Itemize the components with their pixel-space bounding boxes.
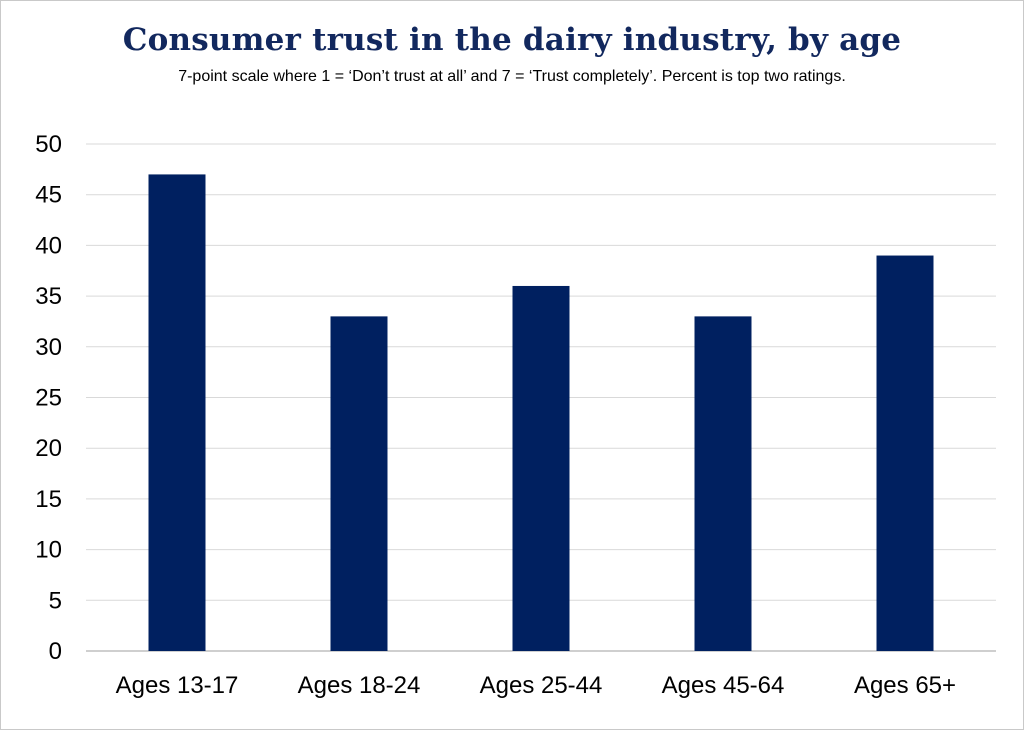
bar-ages-25-44: [512, 285, 570, 651]
y-tick-label: 5: [49, 587, 62, 614]
x-category-label: Ages 18-24: [298, 672, 421, 699]
y-tick-label: 50: [35, 131, 62, 158]
y-tick-label: 45: [35, 182, 62, 209]
y-axis-ticks: 0 5 10 15 20 25 30 35 40 45 50: [35, 131, 62, 665]
y-tick-label: 10: [35, 537, 62, 564]
y-tick-label: 40: [35, 232, 62, 259]
chart-title: Consumer trust in the dairy industry, by…: [122, 22, 902, 58]
bar-ages-18-24: [330, 316, 388, 651]
y-tick-label: 25: [35, 385, 62, 412]
y-tick-label: 0: [49, 638, 62, 665]
y-tick-label: 20: [35, 435, 62, 462]
y-tick-label: 15: [35, 486, 62, 513]
y-tick-label: 30: [35, 334, 62, 361]
bar-ages-45-64: [694, 316, 752, 651]
bars: [148, 174, 934, 652]
x-axis-labels: Ages 13-17 Ages 18-24 Ages 25-44 Ages 45-64…: [116, 672, 956, 699]
bar-ages-65-: [876, 255, 934, 652]
x-category-label: Ages 65+: [854, 672, 956, 699]
bar-ages-13-17: [148, 174, 206, 652]
chart-subtitle: 7-point scale where 1 = ‘Don’t trust at …: [178, 68, 846, 85]
x-category-label: Ages 45-64: [662, 672, 785, 699]
y-tick-label: 35: [35, 283, 62, 310]
x-category-label: Ages 25-44: [480, 672, 603, 699]
x-category-label: Ages 13-17: [116, 672, 239, 699]
